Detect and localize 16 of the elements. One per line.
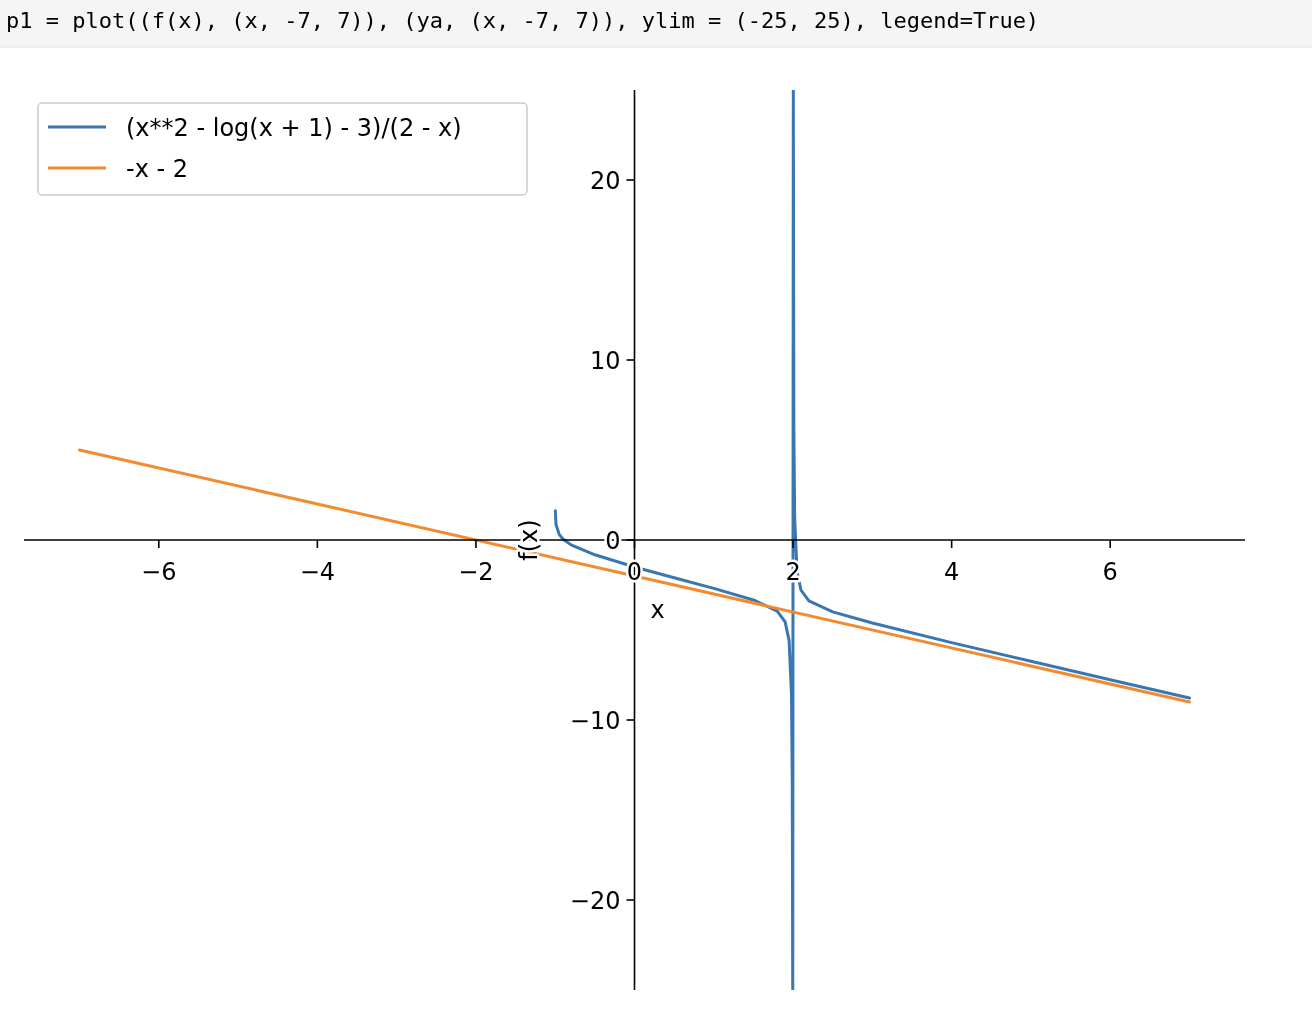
line-series (553, 90, 1191, 990)
x-tick-label: −2 (458, 558, 494, 586)
text: p1 = plot((f(x), (x, -7, 7)), (ya, (x, -7, 7)), ylim = (-25, 25), legend=True) (6, 8, 1040, 33)
legend-label: -x - 2 (126, 155, 189, 183)
y-tick-label: 20 (589, 167, 621, 195)
x-tick-label: 6 (1102, 558, 1118, 586)
y-axis-title: f(x) (514, 519, 543, 561)
y-tick-label: −20 (569, 887, 621, 915)
x-tick-label: −6 (141, 558, 177, 586)
x-tick-label: −4 (299, 558, 336, 586)
x-axis-title: x (650, 596, 665, 624)
y-tick-label: 10 (589, 347, 621, 375)
y-tick-label: −10 (569, 707, 621, 735)
x-tick-label: 4 (944, 558, 960, 586)
x-tick-label: 2 (785, 558, 801, 586)
legend-label: (x**2 - log(x + 1) - 3)/(2 - x) (126, 114, 462, 142)
